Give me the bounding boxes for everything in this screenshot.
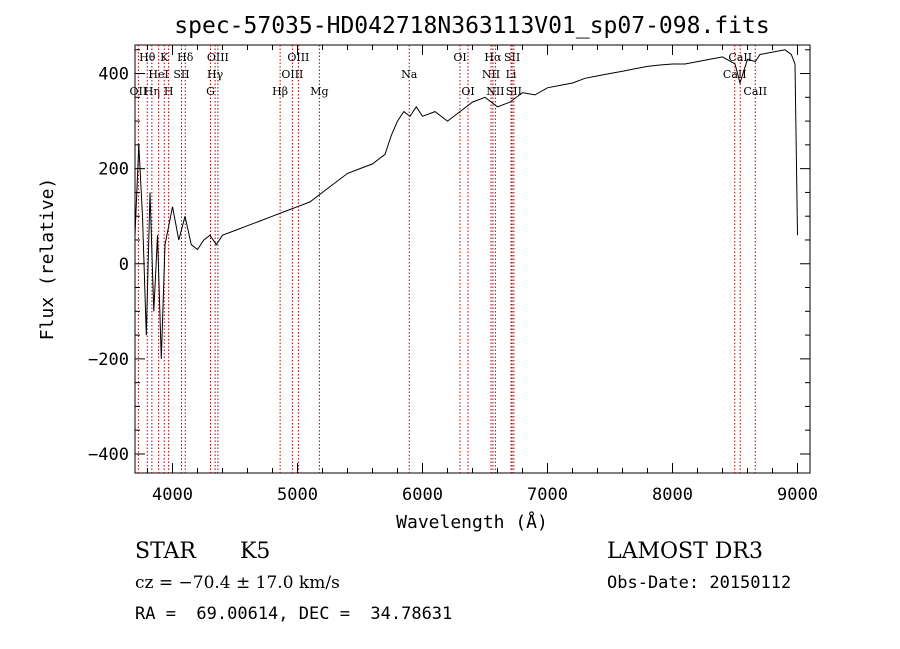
spectral-line-label: OIII — [207, 51, 229, 64]
spectral-line-label: OI — [453, 51, 466, 64]
spectral-line-label: Hη — [144, 85, 160, 98]
spectral-line-label: H — [164, 85, 174, 98]
spectral-line-label: Hδ — [177, 51, 194, 64]
x-tick-label: 8000 — [652, 485, 693, 505]
spectral-line-label: NII — [482, 68, 500, 81]
spectral-line-label: SII — [173, 68, 189, 81]
spectral-line-label: G — [206, 85, 215, 98]
y-axis-label: Flux (relative) — [37, 178, 58, 341]
spectral-line-label: Hθ — [139, 51, 156, 64]
chart-title: spec-57035-HD042718N363113V01_sp07-098.f… — [174, 13, 769, 39]
coordinates-line: RA = 69.00614, DEC = 34.78631 — [135, 604, 453, 624]
x-tick-label: 4000 — [152, 485, 193, 505]
spectral-line-label: OIII — [287, 51, 309, 64]
y-tick-label: 200 — [98, 160, 129, 180]
spectral-line-label: CaII — [743, 85, 767, 98]
spectral-line-label: NII — [486, 85, 504, 98]
line-markers: OII Hθ Hη HeI K H SII Hδ G Hγ OIII Hβ OIII OIII Mg Na OI… — [130, 45, 767, 473]
spectral-line-label: SII — [504, 51, 520, 64]
x-axis-ticks: 4000 5000 6000 7000 8000 9000 — [147, 45, 818, 505]
spectral-line-label: Hα — [484, 51, 502, 64]
spectral-line-label: OII — [130, 85, 148, 98]
y-axis-ticks: −400 −200 0 200 400 — [88, 49, 810, 465]
series-group — [134, 49, 798, 359]
spectral-line-label: K — [160, 51, 169, 64]
spectral-line-label: CaII — [728, 51, 752, 64]
x-tick-label: 5000 — [277, 485, 318, 505]
spectral-line-label: Hβ — [272, 85, 288, 98]
y-tick-label: −200 — [88, 350, 129, 370]
object-subclass: K5 — [240, 539, 271, 564]
obs-date: Obs-Date: 20150112 — [607, 573, 792, 593]
x-tick-label: 9000 — [777, 485, 818, 505]
spectral-line-label: SII — [506, 85, 522, 98]
spectral-line-label: Hγ — [207, 68, 224, 81]
flux-series-line — [134, 49, 798, 359]
plot-frame — [134, 44, 811, 474]
survey-name: LAMOST DR3 — [607, 539, 763, 564]
y-tick-label: 400 — [98, 65, 129, 85]
redshift-line: cz = −70.4 ± 17.0 km/s — [135, 573, 340, 593]
x-tick-label: 6000 — [402, 485, 443, 505]
x-tick-label: 7000 — [527, 485, 568, 505]
object-class: STAR — [135, 539, 196, 564]
spectral-line-label: Li — [506, 68, 517, 81]
spectral-line-label: OI — [461, 85, 474, 98]
y-tick-label: 0 — [119, 255, 129, 275]
spectral-line-label: HeI — [148, 68, 168, 81]
spectral-line-label: Mg — [310, 85, 328, 98]
spectral-line-label: Na — [401, 68, 418, 81]
y-tick-label: −400 — [88, 445, 129, 465]
x-axis-label: Wavelength (Å) — [396, 511, 548, 533]
spectral-line-label: OIII — [281, 68, 303, 81]
